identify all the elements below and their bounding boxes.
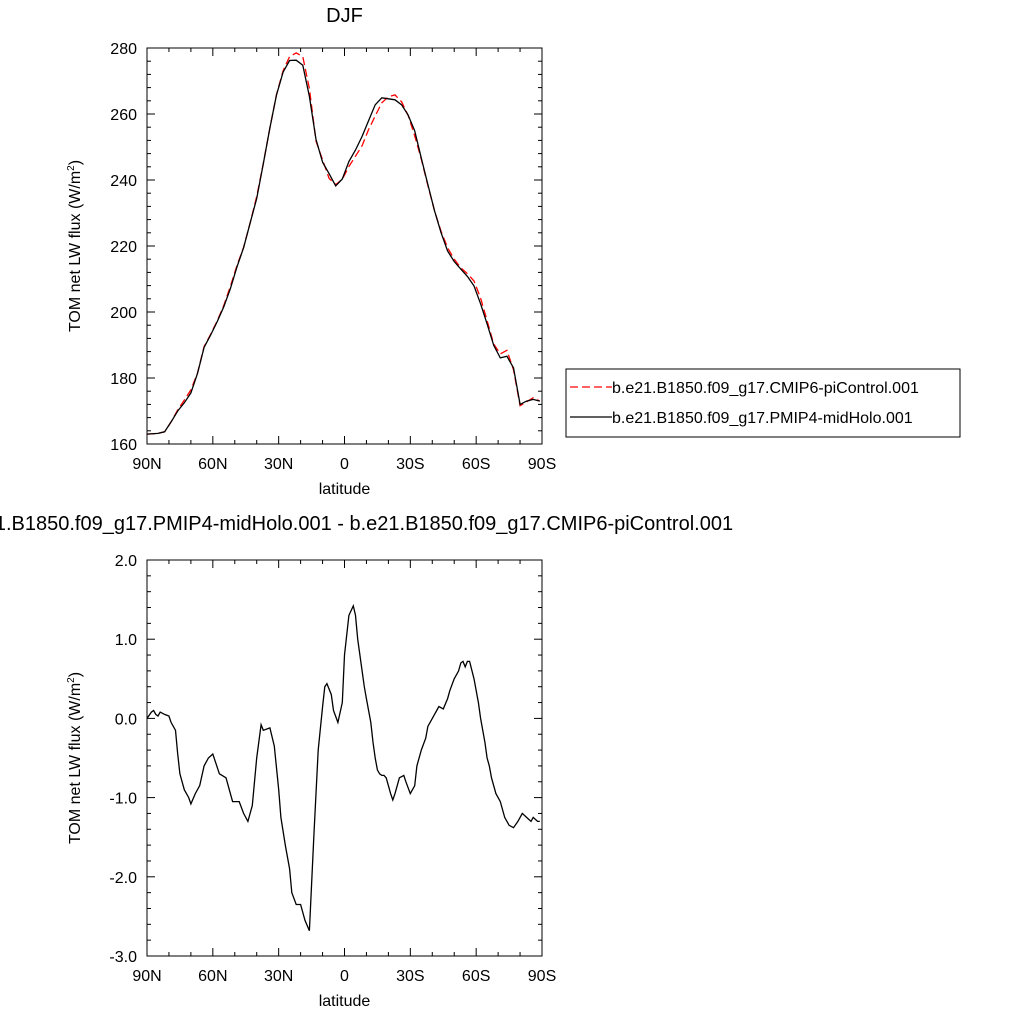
x-tick-label: 90S	[528, 456, 556, 473]
series-line-0	[147, 603, 540, 931]
y-tick-label: 180	[110, 371, 137, 388]
x-tick-label: 90S	[528, 968, 556, 985]
x-tick-label: 30N	[264, 456, 293, 473]
x-tick-label: 90N	[132, 968, 161, 985]
y-tick-label: 0.0	[115, 711, 137, 728]
y-tick-label: 2.0	[115, 553, 137, 570]
x-tick-label: 60S	[462, 456, 490, 473]
y-tick-label: 1.0	[115, 632, 137, 649]
x-tick-label: 0	[340, 968, 349, 985]
y-tick-label: 160	[110, 437, 137, 454]
y-tick-label: 240	[110, 173, 137, 190]
y-tick-label: 280	[110, 41, 137, 58]
y-tick-label: 260	[110, 107, 137, 124]
legend: b.e21.B1850.f09_g17.CMIP6-piControl.001b…	[565, 368, 961, 438]
legend-label: b.e21.B1850.f09_g17.PMIP4-midHolo.001	[612, 410, 913, 427]
series-line-1	[147, 59, 540, 435]
x-tick-label: 30N	[264, 968, 293, 985]
x-tick-label: 60N	[198, 456, 227, 473]
x-tick-label: 0	[340, 456, 349, 473]
y-tick-label: -2.0	[109, 870, 137, 887]
top-chart: DJF 90N 60N 30N 0 30S 60S 90S 160 180 200 220 240 260…	[66, 5, 961, 498]
chart-title: DJF	[326, 5, 363, 27]
legend-box	[565, 368, 961, 438]
x-tick-label: 90N	[132, 456, 161, 473]
y-tick-label: -1.0	[109, 791, 137, 808]
chart-title: b.e21.B1850.f09_g17.PMIP4-midHolo.001 - …	[0, 513, 733, 535]
plot-frame	[146, 559, 543, 957]
y-tick-label: 220	[110, 239, 137, 256]
x-tick-label: 30S	[396, 456, 424, 473]
y-tick-label: -3.0	[109, 949, 137, 966]
x-tick-label: 60S	[462, 968, 490, 985]
y-tick-label: 200	[110, 305, 137, 322]
series-line-0	[147, 52, 541, 435]
x-axis-label: latitude	[319, 993, 371, 1010]
x-axis-label: latitude	[319, 481, 371, 498]
legend-label: b.e21.B1850.f09_g17.CMIP6-piControl.001	[612, 380, 919, 397]
x-tick-label: 30S	[396, 968, 424, 985]
x-tick-label: 60N	[198, 968, 227, 985]
plot-frame	[146, 47, 543, 445]
y-axis-label: TOM net LW flux (W/m2)	[66, 672, 84, 844]
y-axis-label: TOM net LW flux (W/m2)	[66, 160, 84, 332]
difference-chart: b.e21.B1850.f09_g17.PMIP4-midHolo.001 - …	[0, 513, 733, 1010]
